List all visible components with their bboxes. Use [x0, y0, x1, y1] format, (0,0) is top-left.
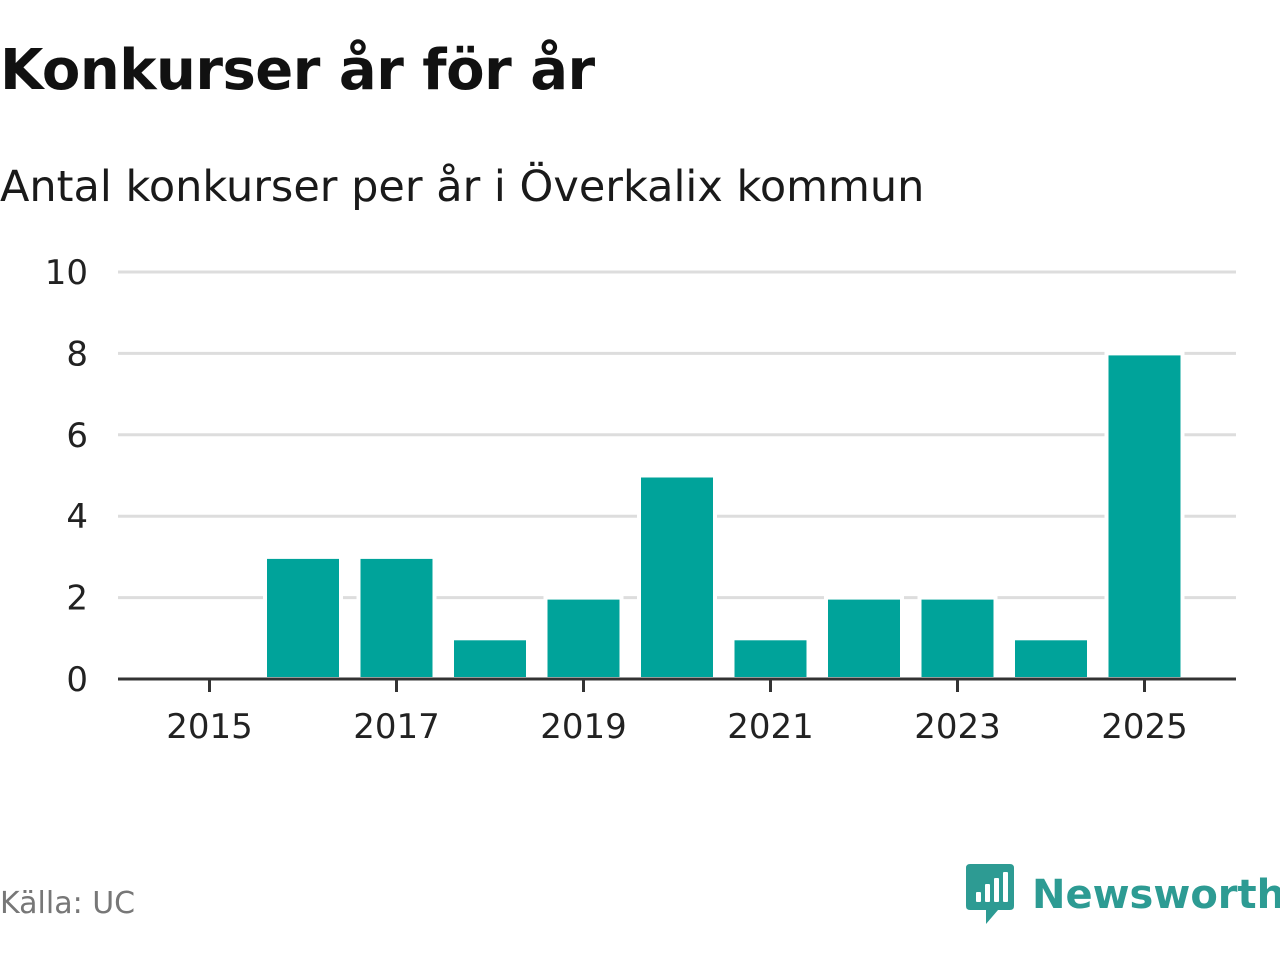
brand-name: Newsworthy: [1032, 872, 1280, 918]
bar-2022: [824, 595, 904, 682]
brand-logo: Newsworthy: [964, 862, 1280, 928]
x-tick-label: 2019: [540, 707, 627, 747]
bar-chart: 0 2 4 6 8 10 2015 2017 2019 2021 2023 2025: [45, 253, 1236, 747]
x-tick-label: 2025: [1101, 707, 1188, 747]
x-tick-label: 2021: [727, 707, 814, 747]
bar-2018: [450, 636, 530, 681]
chart-subtitle: Antal konkurser per år i Överkalix kommu…: [0, 162, 925, 212]
bar-2025: [1104, 351, 1185, 682]
x-tick-label: 2015: [166, 707, 253, 747]
source-note: Källa: UC: [0, 886, 136, 921]
bar-2021: [730, 636, 811, 681]
y-tick-label: 10: [45, 253, 88, 293]
y-tick-label: 2: [66, 579, 88, 619]
y-tick-label: 6: [66, 416, 88, 456]
y-tick-label: 8: [66, 334, 88, 374]
bar-2017: [356, 554, 437, 681]
x-tick-label: 2023: [914, 707, 1001, 747]
bar-2020: [637, 473, 717, 681]
chart-title: Konkurser år för år: [0, 38, 595, 103]
newsworthy-chart-bubble-icon: [966, 864, 1014, 924]
x-tick-label: 2017: [353, 707, 440, 747]
bar-2024: [1011, 636, 1091, 681]
bar-2023: [917, 595, 998, 682]
bar-2019: [543, 595, 624, 682]
y-tick-label: 0: [66, 660, 88, 700]
y-tick-label: 4: [66, 497, 88, 537]
bar-2016: [263, 554, 343, 681]
